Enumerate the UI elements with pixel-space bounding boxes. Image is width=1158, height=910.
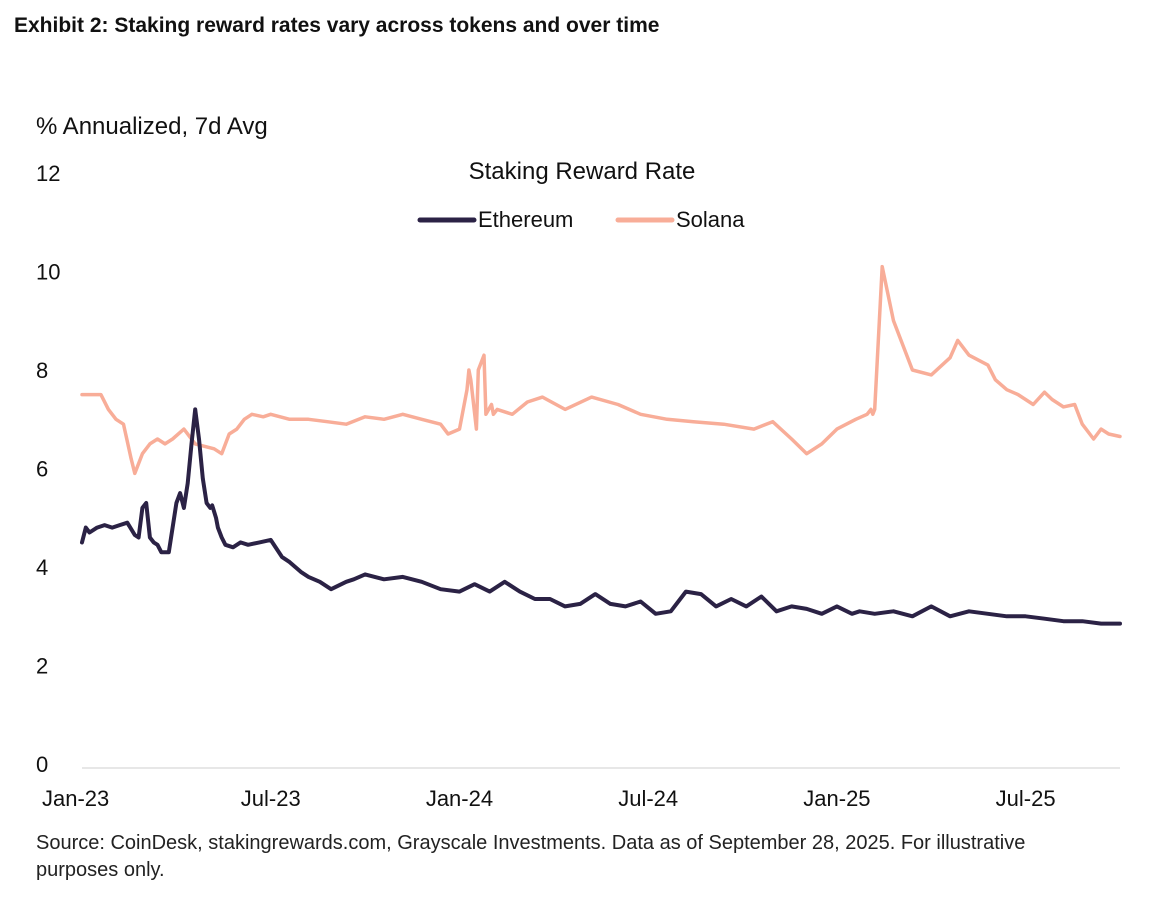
y-tick-label: 0: [36, 752, 48, 777]
x-tick-label: Jan-25: [803, 786, 870, 811]
x-tick-label: Jul-24: [618, 786, 678, 811]
x-tick-label: Jul-25: [996, 786, 1056, 811]
y-tick-label: 2: [36, 654, 48, 679]
chart-title: Staking Reward Rate: [469, 158, 696, 185]
y-axis-label: % Annualized, 7d Avg: [36, 113, 268, 140]
y-tick-label: 6: [36, 457, 48, 482]
x-tick-label: Jan-23: [42, 786, 109, 811]
y-tick-label: 10: [36, 260, 60, 285]
series-line-solana: [80, 264, 1122, 476]
y-tick-label: 12: [36, 161, 60, 186]
y-tick-label: 8: [36, 358, 48, 383]
x-tick-label: Jan-24: [426, 786, 493, 811]
series-line-ethereum: [80, 407, 1122, 626]
legend-label-ethereum: Ethereum: [478, 207, 573, 232]
source-note: Source: CoinDesk, stakingrewards.com, Gr…: [36, 832, 1026, 881]
legend-label-solana: Solana: [676, 207, 745, 232]
exhibit-title: Exhibit 2: Staking reward rates vary acr…: [14, 14, 660, 37]
y-tick-label: 4: [36, 555, 48, 580]
x-tick-label: Jul-23: [241, 786, 301, 811]
